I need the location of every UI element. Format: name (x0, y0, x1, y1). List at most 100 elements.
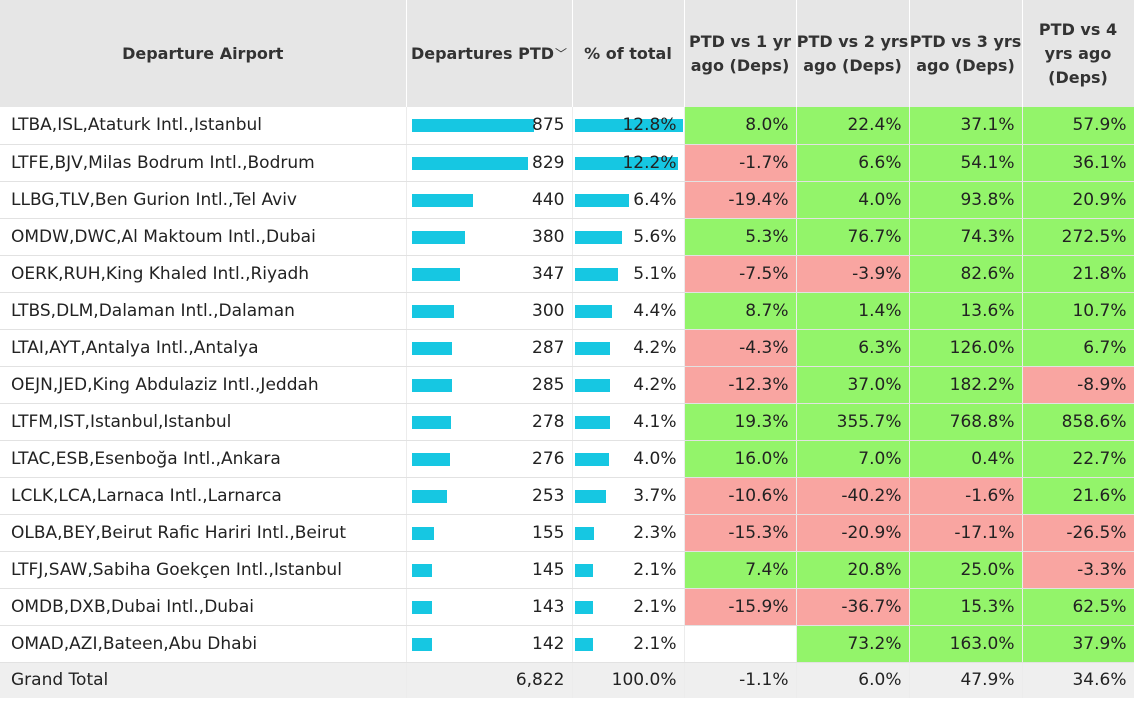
pct-total-value: 4.2% (633, 374, 677, 395)
header-departures[interactable]: Departures PTD﹀ (406, 0, 573, 107)
sort-descending-icon[interactable]: ﹀ (555, 46, 568, 61)
vs-2yr-cell: 37.0% (796, 366, 910, 404)
departures-cell: 300 (406, 292, 573, 330)
vs-3yr-cell: 37.1% (909, 107, 1023, 145)
table-row[interactable]: LTFM,IST,Istanbul,Istanbul 278 4.1% 19.3% 35… (0, 403, 1134, 441)
pct-total-bar (574, 156, 678, 170)
pct-total-bar (574, 230, 622, 244)
pct-total-value: 2.1% (633, 633, 677, 654)
table-row[interactable]: OMDB,DXB,Dubai Intl.,Dubai 143 2.1% -15.9% -… (0, 588, 1134, 626)
vs-3yr-cell: 126.0% (909, 329, 1023, 367)
table-row[interactable]: OLBA,BEY,Beirut Rafic Hariri Intl.,Beiru… (0, 514, 1134, 552)
table-row[interactable]: LTBS,DLM,Dalaman Intl.,Dalaman 300 4.4% 8.7… (0, 292, 1134, 330)
header-vs-3yrs[interactable]: PTD vs 3 yrs ago (Deps) (909, 0, 1023, 107)
table-row[interactable]: LTAI,AYT,Antalya Intl.,Antalya 287 4.2% -4.… (0, 329, 1134, 367)
pct-total-bar (574, 415, 610, 429)
departures-cell: 347 (406, 255, 573, 293)
table-row[interactable]: LTFJ,SAW,Sabiha Goekçen Intl.,Istanbul 14… (0, 551, 1134, 589)
table-row[interactable]: LCLK,LCA,Larnaca Intl.,Larnarca 253 3.7% -1… (0, 477, 1134, 515)
table-row[interactable]: LTFE,BJV,Milas Bodrum Intl.,Bodrum 829 12.… (0, 144, 1134, 182)
airport-cell: LTFM,IST,Istanbul,Istanbul (0, 403, 407, 441)
departures-value: 347 (532, 263, 565, 284)
departures-cell: 380 (406, 218, 573, 256)
header-row: Departure Airport Departures PTD﹀ % of t… (0, 0, 1134, 107)
vs-3yr-cell: 0.4% (909, 440, 1023, 478)
departures-cell: 155 (406, 514, 573, 552)
grand-total-vs-3yrs: 47.9% (909, 662, 1023, 698)
grand-total-vs-2yrs: 6.0% (796, 662, 910, 698)
departures-cell: 142 (406, 625, 573, 663)
airport-cell: LTFE,BJV,Milas Bodrum Intl.,Bodrum (0, 144, 407, 182)
vs-1yr-cell: -10.6% (684, 477, 797, 515)
header-pct-total[interactable]: % of total (572, 0, 685, 107)
pct-total-value: 6.4% (633, 189, 677, 210)
airport-cell: OMDB,DXB,Dubai Intl.,Dubai (0, 588, 407, 626)
pct-total-cell: 4.2% (572, 329, 685, 367)
pct-total-cell: 12.2% (572, 144, 685, 182)
departures-value: 143 (532, 596, 565, 617)
departures-cell: 253 (406, 477, 573, 515)
pct-total-value: 2.1% (633, 559, 677, 580)
departures-bar (411, 415, 451, 429)
pct-total-bar (574, 341, 610, 355)
departures-bar (411, 193, 473, 207)
grand-total-vs-4yrs: 34.6% (1022, 662, 1134, 698)
vs-1yr-cell: -12.3% (684, 366, 797, 404)
departures-value: 278 (532, 411, 565, 432)
table-row[interactable]: OMAD,AZI,Bateen,Abu Dhabi 142 2.1% 73.2% 163… (0, 625, 1134, 663)
pct-total-cell: 2.3% (572, 514, 685, 552)
departures-bar (411, 600, 432, 614)
vs-1yr-cell: 8.7% (684, 292, 797, 330)
pct-total-bar (574, 489, 606, 503)
header-vs-4yrs[interactable]: PTD vs 4 yrs ago (Deps) (1022, 0, 1134, 107)
vs-2yr-cell: 73.2% (796, 625, 910, 663)
pct-total-value: 4.4% (633, 300, 677, 321)
table-row[interactable]: OERK,RUH,King Khaled Intl.,Riyadh 347 5.1%… (0, 255, 1134, 293)
departures-value: 875 (532, 115, 565, 135)
departures-cell: 276 (406, 440, 573, 478)
departures-cell: 145 (406, 551, 573, 589)
pct-total-bar (574, 452, 609, 466)
departures-bar (411, 156, 528, 170)
departures-value: 380 (532, 226, 565, 247)
airport-cell: LTAC,ESB,Esenboğa Intl.,Ankara (0, 440, 407, 478)
departures-value: 440 (532, 189, 565, 210)
vs-4yr-cell: 62.5% (1022, 588, 1134, 626)
departures-value: 155 (532, 522, 565, 543)
departures-bar (411, 563, 432, 577)
vs-1yr-cell: 16.0% (684, 440, 797, 478)
airport-cell: LTAI,AYT,Antalya Intl.,Antalya (0, 329, 407, 367)
airport-cell: LLBG,TLV,Ben Gurion Intl.,Tel Aviv (0, 181, 407, 219)
vs-1yr-cell: -1.7% (684, 144, 797, 182)
vs-1yr-cell: -15.3% (684, 514, 797, 552)
pct-total-bar (574, 267, 618, 281)
departures-cell: 875 (406, 107, 573, 145)
airport-cell: LCLK,LCA,Larnaca Intl.,Larnarca (0, 477, 407, 515)
table-row[interactable]: OMDW,DWC,Al Maktoum Intl.,Dubai 380 5.6% 5.… (0, 218, 1134, 256)
departures-value: 253 (532, 485, 565, 506)
airport-cell: LTFJ,SAW,Sabiha Goekçen Intl.,Istanbul (0, 551, 407, 589)
table-row[interactable]: LTBA,ISL,Ataturk Intl.,Istanbul 875 12.8% 8… (0, 107, 1134, 145)
vs-1yr-cell (684, 625, 797, 663)
pct-total-value: 4.0% (633, 448, 677, 469)
header-vs-1yr[interactable]: PTD vs 1 yr ago (Deps) (684, 0, 797, 107)
pct-total-cell: 5.1% (572, 255, 685, 293)
vs-4yr-cell: 22.7% (1022, 440, 1134, 478)
vs-2yr-cell: 20.8% (796, 551, 910, 589)
pct-total-value: 3.7% (633, 485, 677, 506)
departures-cell: 829 (406, 144, 573, 182)
table-row[interactable]: LTAC,ESB,Esenboğa Intl.,Ankara 276 4.0% 16.… (0, 440, 1134, 478)
departures-value: 285 (532, 374, 565, 395)
vs-4yr-cell: 272.5% (1022, 218, 1134, 256)
header-airport[interactable]: Departure Airport (0, 0, 407, 107)
vs-1yr-cell: -19.4% (684, 181, 797, 219)
pct-total-cell: 4.2% (572, 366, 685, 404)
vs-3yr-cell: -17.1% (909, 514, 1023, 552)
departures-value: 300 (532, 300, 565, 321)
departures-cell: 278 (406, 403, 573, 441)
table-row[interactable]: OEJN,JED,King Abdulaziz Intl.,Jeddah 285 4… (0, 366, 1134, 404)
vs-2yr-cell: -3.9% (796, 255, 910, 293)
table-row[interactable]: LLBG,TLV,Ben Gurion Intl.,Tel Aviv 440 6.4… (0, 181, 1134, 219)
pct-total-bar (574, 378, 610, 392)
header-vs-2yrs[interactable]: PTD vs 2 yrs ago (Deps) (796, 0, 910, 107)
